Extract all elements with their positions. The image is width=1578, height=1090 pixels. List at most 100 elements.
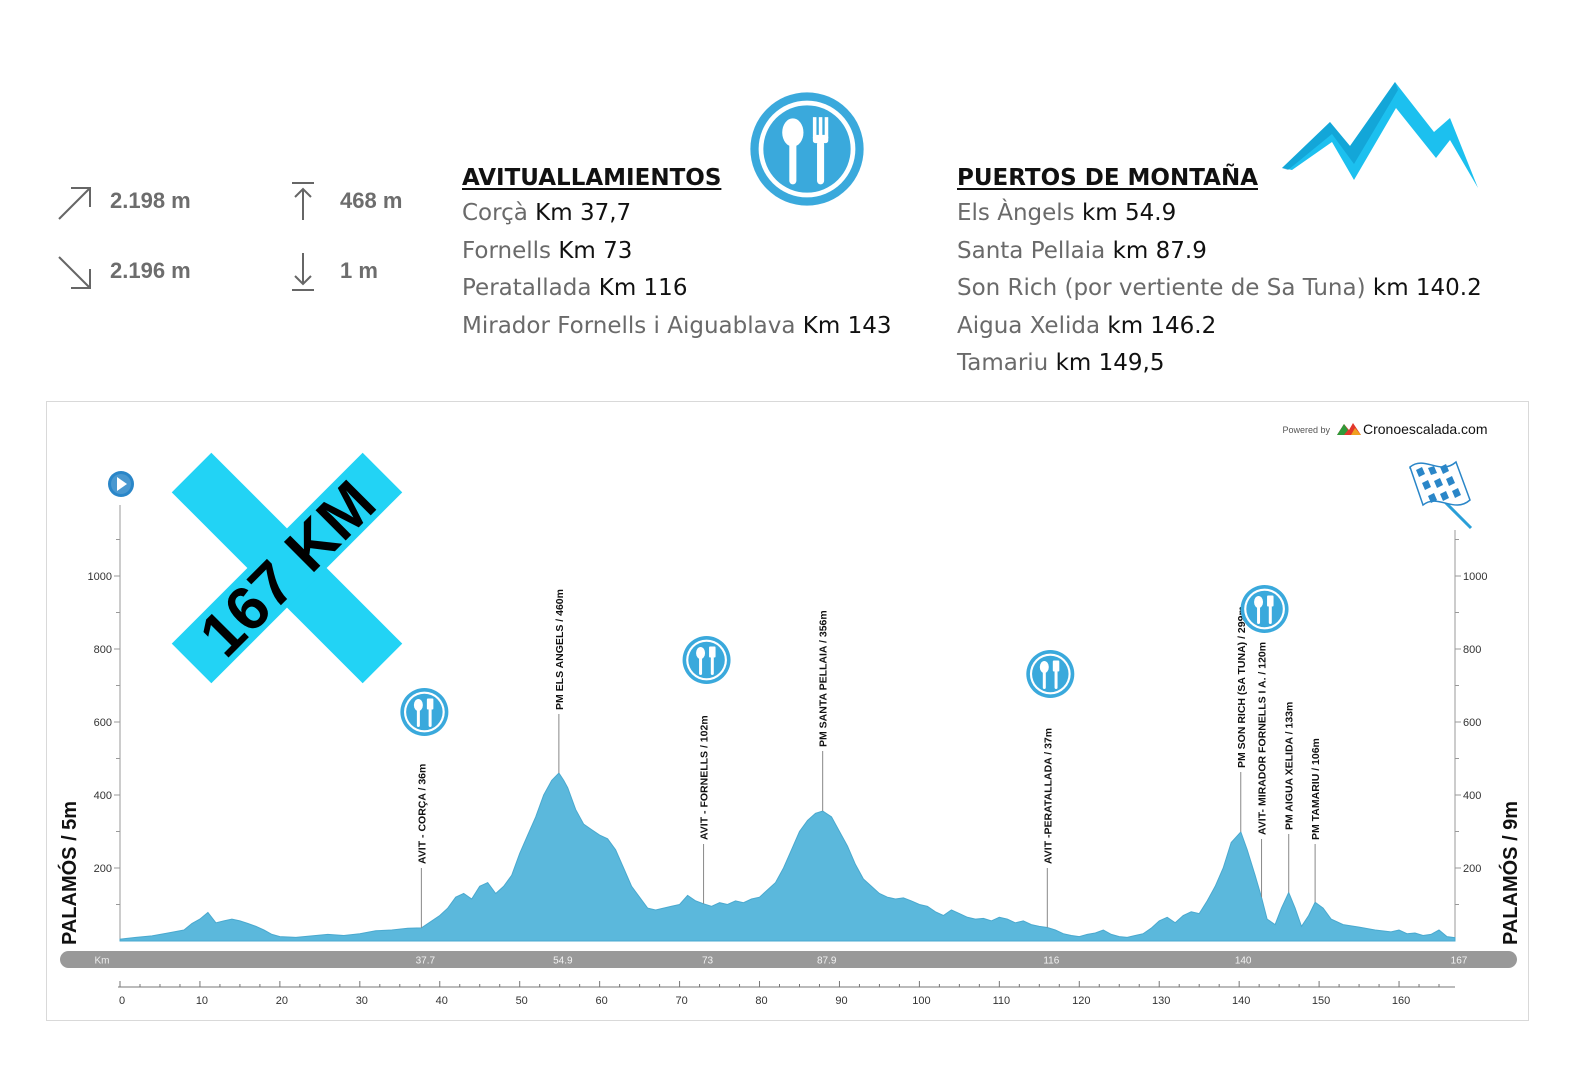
descent-value: 2.196 m [110, 258, 191, 283]
climb-km: km 87.9 [1105, 237, 1207, 264]
feed-zone-name: Mirador Fornells i Aiguablava [462, 312, 796, 339]
climb-name: Son Rich (por vertiente de Sa Tuna) [957, 275, 1366, 301]
climb-name: Els Àngels [957, 200, 1075, 226]
feed-zone-marker-icon [1026, 650, 1075, 698]
annotation-label: AVIT- MIRADOR FORNELLS I A. / 120m [1257, 642, 1269, 835]
x-tick-label: 80 [755, 995, 767, 1007]
min-altitude-icon [292, 253, 314, 291]
start-play-icon [108, 471, 134, 497]
climbs-list: Els Àngels km 54.9 Santa Pellaia km 87.9 S… [957, 195, 1482, 383]
annotation-label: PM AIGUA XELIDA / 133m [1284, 702, 1296, 830]
feed-zone-name: Fornells [462, 237, 552, 264]
x-tick-label: 40 [436, 995, 448, 1007]
x-tick-label: 140 [1232, 995, 1250, 1007]
climb-name: Tamariu [957, 350, 1049, 376]
climb-name: Aigua Xelida [957, 312, 1101, 339]
feed-zones-title: AVITUALLAMIENTOS [462, 165, 722, 191]
km-bar-title: Km [95, 956, 110, 967]
annotation-label: AVIT - CORÇA / 36m [416, 764, 428, 864]
feed-zone-km: Km 143 [795, 312, 892, 339]
annotation-label: AVIT - FORNELLS / 102m [699, 715, 711, 840]
y-tick-label-right: 200 [1463, 863, 1481, 875]
y-tick-label-left: 600 [94, 717, 112, 729]
climb-km: km 146.2 [1100, 312, 1217, 339]
climb-km: km 140.2 [1365, 275, 1482, 301]
x-tick-label: 60 [596, 995, 608, 1007]
finish-label: PALAMÓS / 9m [1498, 801, 1522, 945]
feed-zone-km: Km 73 [551, 237, 633, 264]
km-bar-label: 54.9 [553, 956, 573, 967]
x-tick-label: 50 [516, 995, 528, 1007]
feed-zone-item: Peratallada Km 116 [462, 270, 891, 308]
km-bar [60, 951, 1517, 968]
mountain-icon [1282, 82, 1478, 188]
km-bar-label: 167 [1451, 956, 1468, 967]
climbs-title: PUERTOS DE MONTAÑA [957, 165, 1258, 191]
x-tick-label: 20 [276, 995, 288, 1007]
feed-zone-name: Corçà [462, 200, 528, 226]
x-tick-label: 10 [196, 995, 208, 1007]
y-tick-label-left: 400 [94, 790, 112, 802]
feed-zone-km: Km 116 [591, 275, 688, 301]
powered-by-text: Powered by [1282, 425, 1330, 435]
km-bar-label: 87.9 [817, 956, 837, 967]
annotation-label: PM SANTA PELLAIA / 356m [818, 610, 830, 747]
feed-zones-list: Corçà Km 37,7 Fornells Km 73 Peratallada K… [462, 195, 891, 345]
km-bar-label: 73 [702, 956, 714, 967]
max-altitude-icon [292, 182, 314, 220]
annotation-label: PM TAMARIU / 106m [1310, 738, 1322, 840]
y-tick-label-right: 800 [1463, 644, 1481, 656]
x-tick-label: 0 [119, 995, 125, 1007]
y-tick-label-right: 400 [1463, 790, 1481, 802]
x-tick-label: 110 [993, 995, 1011, 1007]
finish-flag-icon [1408, 460, 1473, 530]
min-altitude-value: 1 m [340, 258, 378, 283]
start-label: PALAMÓS / 5m [57, 801, 81, 945]
feed-zone-marker-icon [400, 688, 449, 736]
annotation-label: PM ELS ANGELS / 460m [554, 589, 566, 710]
x-tick-label: 90 [835, 995, 847, 1007]
feed-zone-item: Fornells Km 73 [462, 233, 891, 271]
annotation-label: AVIT -PERATALLADA / 37m [1042, 728, 1054, 864]
elevation-profile-frame [46, 401, 1529, 1021]
climb-km: km 149,5 [1048, 350, 1165, 376]
descent-arrow-icon [58, 256, 91, 289]
climb-item: Els Àngels km 54.9 [957, 195, 1482, 233]
x-tick-label: 130 [1152, 995, 1170, 1007]
y-tick-label-right: 1000 [1463, 571, 1487, 583]
y-tick-label-left: 800 [94, 644, 112, 656]
climb-item: Santa Pellaia km 87.9 [957, 233, 1482, 271]
km-bar-label: 37.7 [416, 956, 436, 967]
climb-item: Son Rich (por vertiente de Sa Tuna) km 1… [957, 270, 1482, 308]
x-tick-label: 120 [1072, 995, 1090, 1007]
feed-zone-item: Mirador Fornells i Aiguablava Km 143 [462, 308, 891, 346]
cronoescalada-site: Cronoescalada.com [1363, 421, 1488, 437]
climb-km: km 54.9 [1074, 200, 1177, 226]
climb-item: Tamariu km 149,5 [957, 345, 1482, 383]
climb-name: Santa Pellaia [957, 237, 1106, 264]
y-tick-label-right: 600 [1463, 717, 1481, 729]
ascent-arrow-icon [58, 187, 91, 220]
x-tick-label: 160 [1392, 995, 1410, 1007]
y-tick-label-left: 1000 [88, 571, 112, 583]
feed-zone-item: Corçà Km 37,7 [462, 195, 891, 233]
elevation-area [119, 772, 1456, 942]
feed-zone-name: Peratallada [462, 275, 592, 301]
cronoescalada-logo-icon [1337, 423, 1361, 435]
x-tick-label: 70 [675, 995, 687, 1007]
x-tick-label: 150 [1312, 995, 1330, 1007]
x-tick-label: 30 [356, 995, 368, 1007]
ascent-value: 2.198 m [110, 188, 191, 213]
km-bar-label: 116 [1043, 956, 1059, 967]
feed-zone-marker-icon [682, 636, 731, 684]
annotation-label: PM SON RICH (SA TUNA) / 299m [1236, 606, 1248, 768]
distance-badge: 167 KM [171, 452, 403, 684]
y-tick-label-left: 200 [94, 863, 112, 875]
climb-item: Aigua Xelida km 146.2 [957, 308, 1482, 346]
cutlery-icon [750, 92, 864, 206]
x-tick-label: 100 [912, 995, 930, 1007]
max-altitude-value: 468 m [340, 188, 403, 213]
feed-zone-km: Km 37,7 [527, 200, 632, 226]
feed-zone-marker-icon [1240, 585, 1289, 633]
